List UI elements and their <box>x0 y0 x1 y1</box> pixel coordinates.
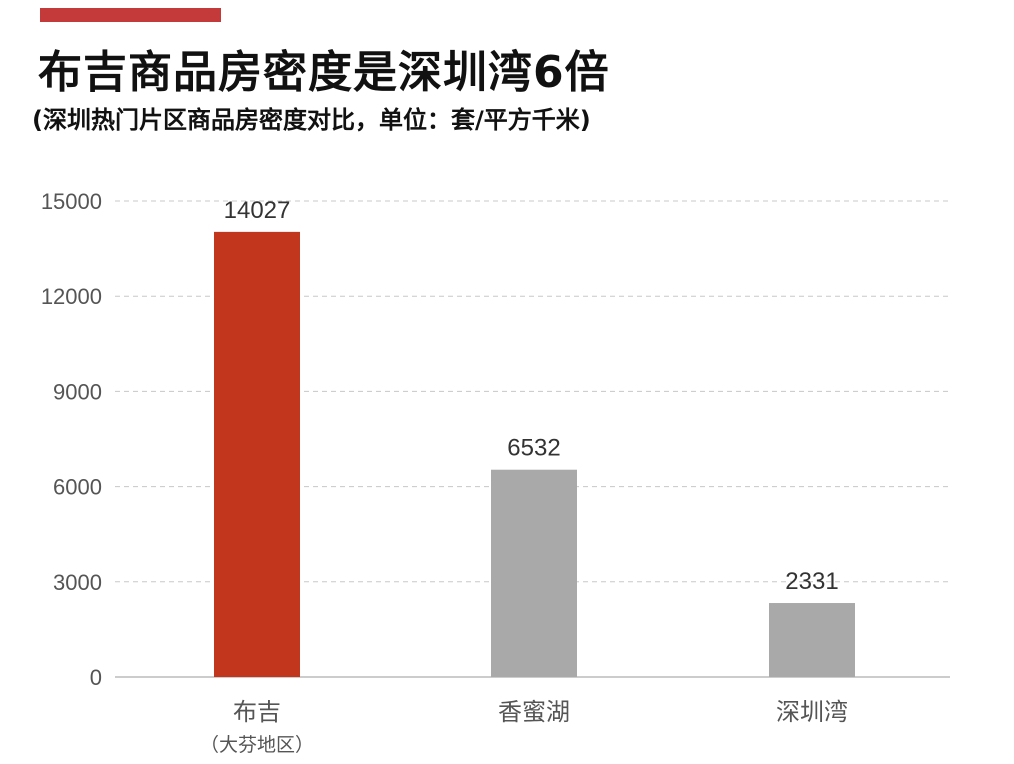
y-tick-label: 0 <box>90 665 102 690</box>
y-tick-label: 9000 <box>53 379 102 404</box>
data-label: 14027 <box>224 197 291 224</box>
bar <box>491 469 577 677</box>
y-tick-label: 15000 <box>41 189 102 214</box>
x-tick-label: 深圳湾 <box>776 698 848 726</box>
y-tick-label: 6000 <box>53 475 102 500</box>
chart-subtitle: (深圳热门片区商品房密度对比，单位：套/平方千米) <box>32 106 591 134</box>
bar <box>214 231 300 677</box>
x-tick-label: 香蜜湖 <box>498 698 570 726</box>
accent-bar <box>40 8 221 22</box>
data-label: 6532 <box>507 435 560 462</box>
y-tick-label: 3000 <box>53 570 102 595</box>
bars <box>214 231 855 677</box>
labels: 14027 布吉 （大芬地区） 6532 香蜜湖 2331 深圳湾 <box>200 197 848 756</box>
chart-title: 布吉商品房密度是深圳湾6倍 <box>38 47 610 98</box>
bar <box>769 603 855 677</box>
x-tick-sublabel: （大芬地区） <box>200 734 314 756</box>
y-axis: 0 3000 6000 9000 12000 15000 <box>41 189 102 690</box>
y-tick-label: 12000 <box>41 284 102 309</box>
x-tick-label: 布吉 <box>233 698 281 726</box>
data-label: 2331 <box>785 568 838 595</box>
